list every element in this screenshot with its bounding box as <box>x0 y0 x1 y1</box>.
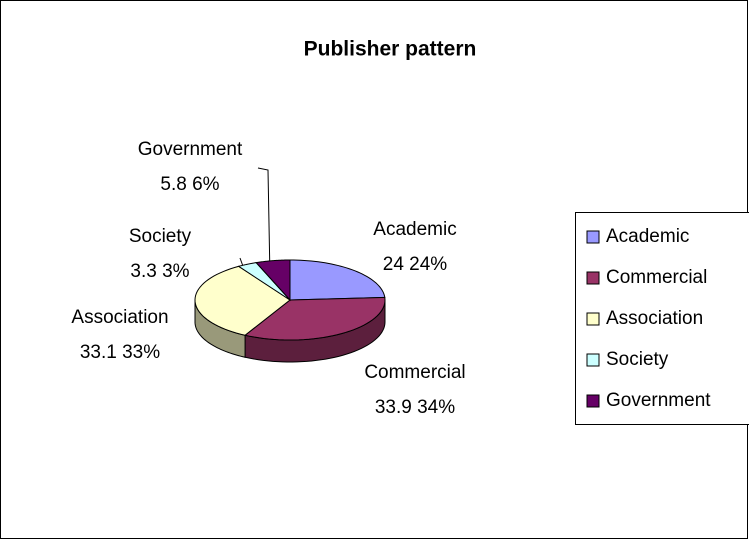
data-label-category: Society <box>129 226 192 247</box>
legend-box <box>575 212 749 425</box>
slice <box>255 259 291 302</box>
legend-swatch <box>586 271 600 285</box>
legend-swatch <box>586 394 600 408</box>
data-label-category: Association <box>71 307 168 328</box>
data-label-value: 24 24% <box>383 254 448 275</box>
legend-label: Society <box>606 349 669 370</box>
data-label-value: 33.1 33% <box>80 342 160 363</box>
legend-swatch <box>586 312 600 326</box>
legend-label: Commercial <box>606 267 707 288</box>
data-label-category: Government <box>138 139 243 160</box>
data-label-category: Commercial <box>364 362 465 383</box>
slice <box>289 259 386 301</box>
legend-label: Academic <box>606 226 689 247</box>
leader-line <box>257 167 271 279</box>
chart-title: Publisher pattern <box>304 38 477 61</box>
slice <box>194 265 291 336</box>
slice <box>237 262 291 301</box>
data-label-value: 3.3 3% <box>130 261 189 282</box>
legend-swatch <box>586 353 600 367</box>
legend-label: Association <box>606 308 703 329</box>
data-label-value: 33.9 34% <box>375 397 455 418</box>
legend-label: Government <box>606 390 711 411</box>
data-label-value: 5.8 6% <box>160 174 219 195</box>
data-label-category: Academic <box>373 219 456 240</box>
legend-swatch <box>586 230 600 244</box>
